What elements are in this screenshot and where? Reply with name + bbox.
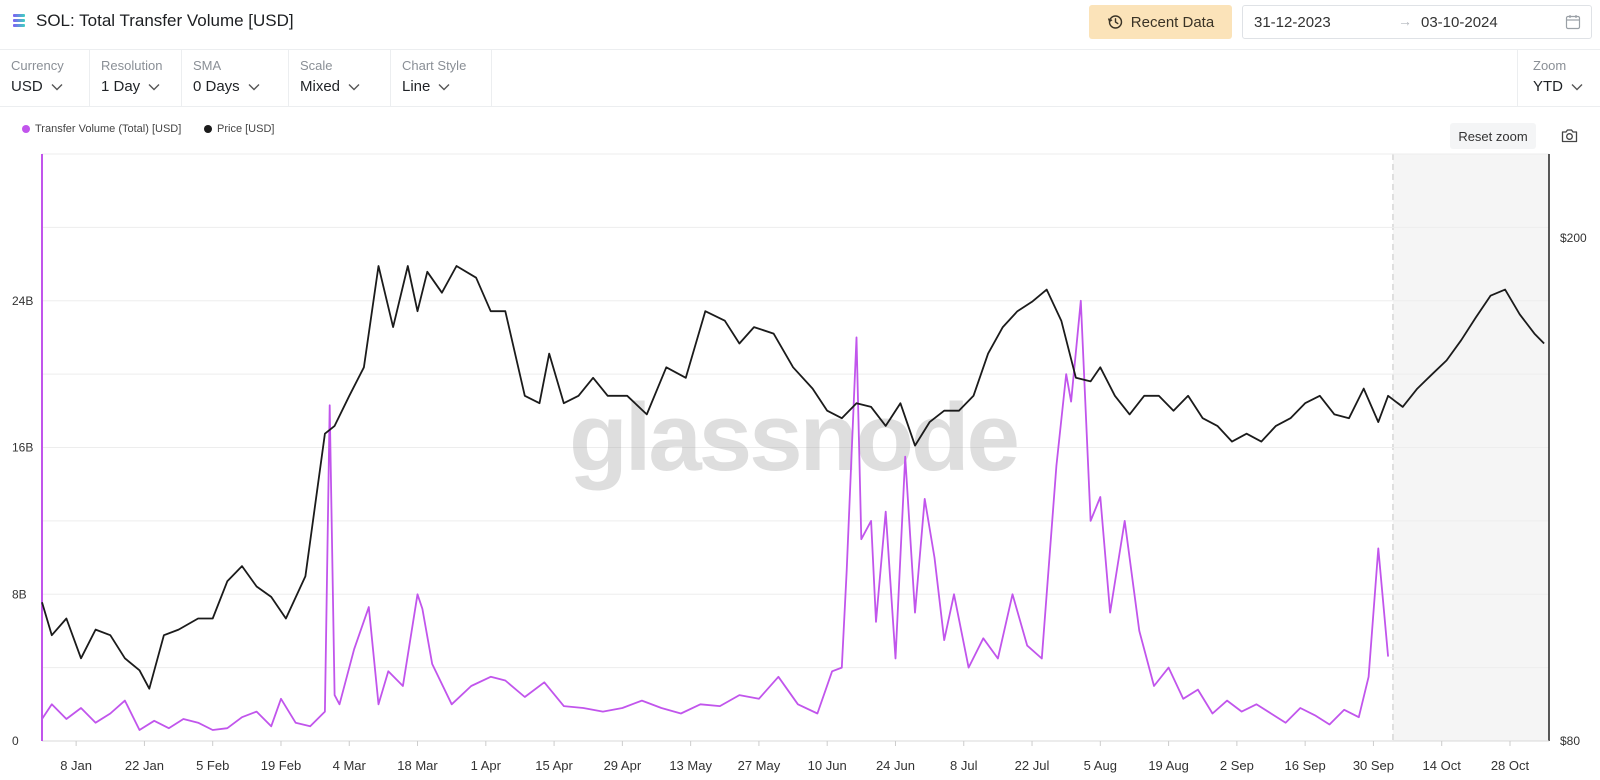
date-range-picker[interactable]: 31-12-2023 → 03-10-2024 xyxy=(1242,5,1592,39)
y-right-tick-label: $200 xyxy=(1560,231,1587,245)
resolution-value[interactable]: 1 Day xyxy=(101,78,141,95)
legend-label-volume: Transfer Volume (Total) [USD] xyxy=(35,123,182,135)
series-line-transfer-volume xyxy=(41,299,1389,731)
y-left-tick-label: 24B xyxy=(12,294,33,308)
x-tick-label: 10 Jun xyxy=(808,758,847,773)
scale-value-wrap[interactable]: Mixed xyxy=(300,78,360,95)
legend-label-price: Price [USD] xyxy=(217,123,275,135)
reset-zoom-button[interactable]: Reset zoom xyxy=(1450,123,1536,149)
scale-label: Scale xyxy=(300,58,333,73)
chart-controls: Currency USD Resolution 1 Day SMA 0 Days… xyxy=(0,50,1600,107)
x-tick-label: 15 Apr xyxy=(535,758,573,773)
date-to[interactable]: 03-10-2024 xyxy=(1421,14,1498,31)
x-tick-label: 28 Oct xyxy=(1491,758,1530,773)
x-tick-label: 5 Feb xyxy=(196,758,229,773)
history-icon xyxy=(1107,15,1122,29)
x-tick-label: 14 Oct xyxy=(1423,758,1462,773)
legend-dot-price xyxy=(204,125,212,133)
zoom-select[interactable]: Zoom YTD xyxy=(1517,50,1600,106)
x-tick-label: 19 Feb xyxy=(261,758,301,773)
date-from[interactable]: 31-12-2023 xyxy=(1254,14,1331,31)
legend-item-price[interactable]: Price [USD] xyxy=(204,123,274,135)
zoom-value-wrap[interactable]: YTD xyxy=(1533,78,1583,95)
y-left-tick-label: 0 xyxy=(12,734,19,748)
x-tick-label: 24 Jun xyxy=(876,758,915,773)
x-tick-label: 29 Apr xyxy=(604,758,642,773)
recent-data-label: Recent Data xyxy=(1130,13,1215,31)
x-tick-label: 8 Jul xyxy=(950,758,978,773)
y-left-tick-label: 8B xyxy=(12,587,27,601)
x-tick-label: 19 Aug xyxy=(1148,758,1189,773)
chevron-down-icon xyxy=(438,83,450,90)
x-tick-label: 8 Jan xyxy=(60,758,92,773)
resolution-label: Resolution xyxy=(101,58,163,73)
calendar-icon[interactable] xyxy=(1565,14,1581,30)
zoom-label: Zoom xyxy=(1533,58,1567,73)
x-tick-label: 5 Aug xyxy=(1084,758,1117,773)
x-tick-label: 18 Mar xyxy=(397,758,438,773)
chart-style-value[interactable]: Line xyxy=(402,78,431,95)
top-bar: SOL: Total Transfer Volume [USD] Recent … xyxy=(0,0,1600,50)
sma-label: SMA xyxy=(193,58,222,73)
watermark: glassnode xyxy=(569,384,1017,491)
glassnode-logo-icon xyxy=(13,14,25,28)
sma-value-wrap[interactable]: 0 Days xyxy=(193,78,260,95)
page-title: SOL: Total Transfer Volume [USD] xyxy=(36,11,294,30)
scale-select[interactable]: Scale Mixed xyxy=(289,50,391,106)
chevron-down-icon xyxy=(248,83,260,90)
chart-style-value-wrap[interactable]: Line xyxy=(402,78,450,95)
chevron-down-icon xyxy=(51,83,63,90)
chevron-down-icon xyxy=(348,83,360,90)
chart-area[interactable]: glassnode 0 8B 16B 24B $80 $200 8 Jan 22 Jan 5 F… xyxy=(0,150,1600,780)
y-right-tick-label: $80 xyxy=(1560,734,1580,748)
x-tick-label: 22 Jul xyxy=(1015,758,1050,773)
camera-icon[interactable] xyxy=(1561,128,1578,143)
chevron-down-icon xyxy=(1571,83,1583,90)
legend-dot-volume xyxy=(22,125,30,133)
legend-item-volume[interactable]: Transfer Volume (Total) [USD] xyxy=(22,123,181,135)
zoom-value[interactable]: YTD xyxy=(1533,78,1563,95)
resolution-value-wrap[interactable]: 1 Day xyxy=(101,78,160,95)
x-tick-label: 4 Mar xyxy=(333,758,367,773)
chart-style-select[interactable]: Chart Style Line xyxy=(391,50,492,106)
x-tick-label: 22 Jan xyxy=(125,758,164,773)
currency-value-wrap[interactable]: USD xyxy=(11,78,63,95)
currency-value[interactable]: USD xyxy=(11,78,43,95)
chevron-down-icon xyxy=(148,83,160,90)
x-tick-label: 27 May xyxy=(738,758,781,773)
x-tick-label: 16 Sep xyxy=(1285,758,1326,773)
currency-label: Currency xyxy=(11,58,64,73)
x-tick-label: 13 May xyxy=(669,758,712,773)
x-tick-label: 1 Apr xyxy=(471,758,502,773)
sma-value[interactable]: 0 Days xyxy=(193,78,240,95)
x-tick-label: 2 Sep xyxy=(1220,758,1254,773)
scale-value[interactable]: Mixed xyxy=(300,78,341,95)
y-left-tick-label: 16B xyxy=(12,441,33,455)
resolution-select[interactable]: Resolution 1 Day xyxy=(90,50,182,106)
recent-data-button[interactable]: Recent Data xyxy=(1089,5,1232,39)
currency-select[interactable]: Currency USD xyxy=(0,50,90,106)
sma-select[interactable]: SMA 0 Days xyxy=(182,50,289,106)
arrow-right-icon: → xyxy=(1398,13,1412,29)
series-line-price xyxy=(41,265,1545,690)
x-tick-label: 30 Sep xyxy=(1353,758,1394,773)
chart-style-label: Chart Style xyxy=(402,58,467,73)
